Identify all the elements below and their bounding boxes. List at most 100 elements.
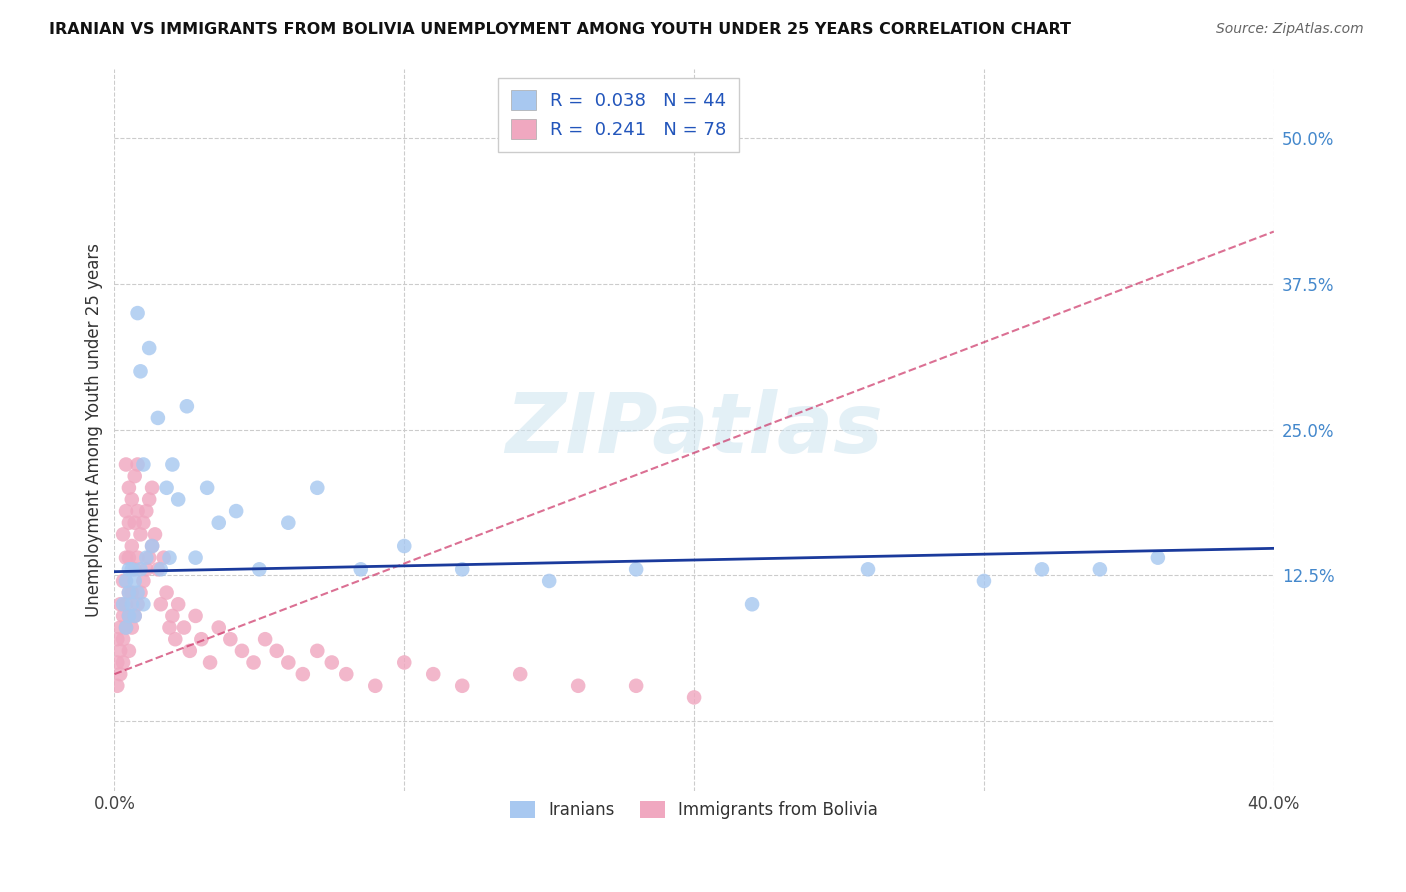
Point	[108, 621, 131, 635]
Point	[195, 481, 218, 495]
Point	[321, 656, 343, 670]
Point	[127, 458, 149, 472]
Point	[105, 656, 128, 670]
Point	[162, 458, 184, 472]
Point	[124, 608, 146, 623]
Point	[112, 527, 135, 541]
Point	[129, 527, 152, 541]
Point	[741, 597, 763, 611]
Point	[394, 539, 416, 553]
Point	[225, 504, 247, 518]
Point	[190, 632, 212, 647]
Point	[124, 608, 146, 623]
Point	[118, 562, 141, 576]
Point	[451, 679, 474, 693]
Point	[129, 585, 152, 599]
Point	[112, 574, 135, 588]
Point	[152, 550, 174, 565]
Point	[118, 608, 141, 623]
Point	[115, 621, 138, 635]
Point	[350, 562, 373, 576]
Point	[162, 608, 184, 623]
Point	[149, 562, 172, 576]
Point	[127, 306, 149, 320]
Point	[121, 621, 143, 635]
Point	[115, 621, 138, 635]
Point	[112, 597, 135, 611]
Text: IRANIAN VS IMMIGRANTS FROM BOLIVIA UNEMPLOYMENT AMONG YOUTH UNDER 25 YEARS CORRE: IRANIAN VS IMMIGRANTS FROM BOLIVIA UNEMP…	[49, 22, 1071, 37]
Point	[173, 621, 195, 635]
Point	[364, 679, 387, 693]
Point	[118, 550, 141, 565]
Point	[159, 621, 181, 635]
Point	[118, 644, 141, 658]
Point	[451, 562, 474, 576]
Point	[105, 632, 128, 647]
Point	[121, 562, 143, 576]
Point	[624, 679, 647, 693]
Point	[132, 597, 155, 611]
Point	[208, 621, 231, 635]
Point	[135, 562, 157, 576]
Point	[146, 562, 169, 576]
Point	[1088, 562, 1111, 576]
Point	[138, 550, 160, 565]
Point	[184, 608, 207, 623]
Point	[115, 504, 138, 518]
Point	[118, 516, 141, 530]
Point	[247, 562, 270, 576]
Y-axis label: Unemployment Among Youth under 25 years: Unemployment Among Youth under 25 years	[86, 243, 103, 616]
Point	[1031, 562, 1053, 576]
Point	[118, 585, 141, 599]
Point	[242, 656, 264, 670]
Point	[115, 574, 138, 588]
Point	[112, 656, 135, 670]
Point	[135, 504, 157, 518]
Point	[121, 539, 143, 553]
Point	[141, 539, 163, 553]
Text: Source: ZipAtlas.com: Source: ZipAtlas.com	[1216, 22, 1364, 37]
Point	[138, 341, 160, 355]
Point	[683, 690, 706, 705]
Point	[422, 667, 444, 681]
Point	[143, 527, 166, 541]
Point	[1147, 550, 1170, 565]
Point	[335, 667, 357, 681]
Point	[179, 644, 201, 658]
Point	[277, 656, 299, 670]
Point	[124, 469, 146, 483]
Point	[198, 656, 221, 670]
Point	[132, 458, 155, 472]
Point	[138, 492, 160, 507]
Point	[159, 550, 181, 565]
Point	[155, 481, 177, 495]
Point	[129, 364, 152, 378]
Point	[124, 562, 146, 576]
Text: ZIPatlas: ZIPatlas	[505, 389, 883, 470]
Point	[165, 632, 187, 647]
Point	[567, 679, 589, 693]
Point	[856, 562, 879, 576]
Point	[118, 585, 141, 599]
Point	[167, 492, 190, 507]
Point	[509, 667, 531, 681]
Point	[115, 550, 138, 565]
Point	[124, 574, 146, 588]
Legend: Iranians, Immigrants from Bolivia: Iranians, Immigrants from Bolivia	[503, 794, 884, 826]
Point	[127, 550, 149, 565]
Point	[231, 644, 253, 658]
Point	[118, 608, 141, 623]
Point	[118, 481, 141, 495]
Point	[141, 481, 163, 495]
Point	[146, 411, 169, 425]
Point	[127, 585, 149, 599]
Point	[135, 550, 157, 565]
Point	[124, 516, 146, 530]
Point	[219, 632, 242, 647]
Point	[307, 481, 329, 495]
Point	[112, 608, 135, 623]
Point	[254, 632, 277, 647]
Point	[129, 562, 152, 576]
Point	[121, 492, 143, 507]
Point	[121, 597, 143, 611]
